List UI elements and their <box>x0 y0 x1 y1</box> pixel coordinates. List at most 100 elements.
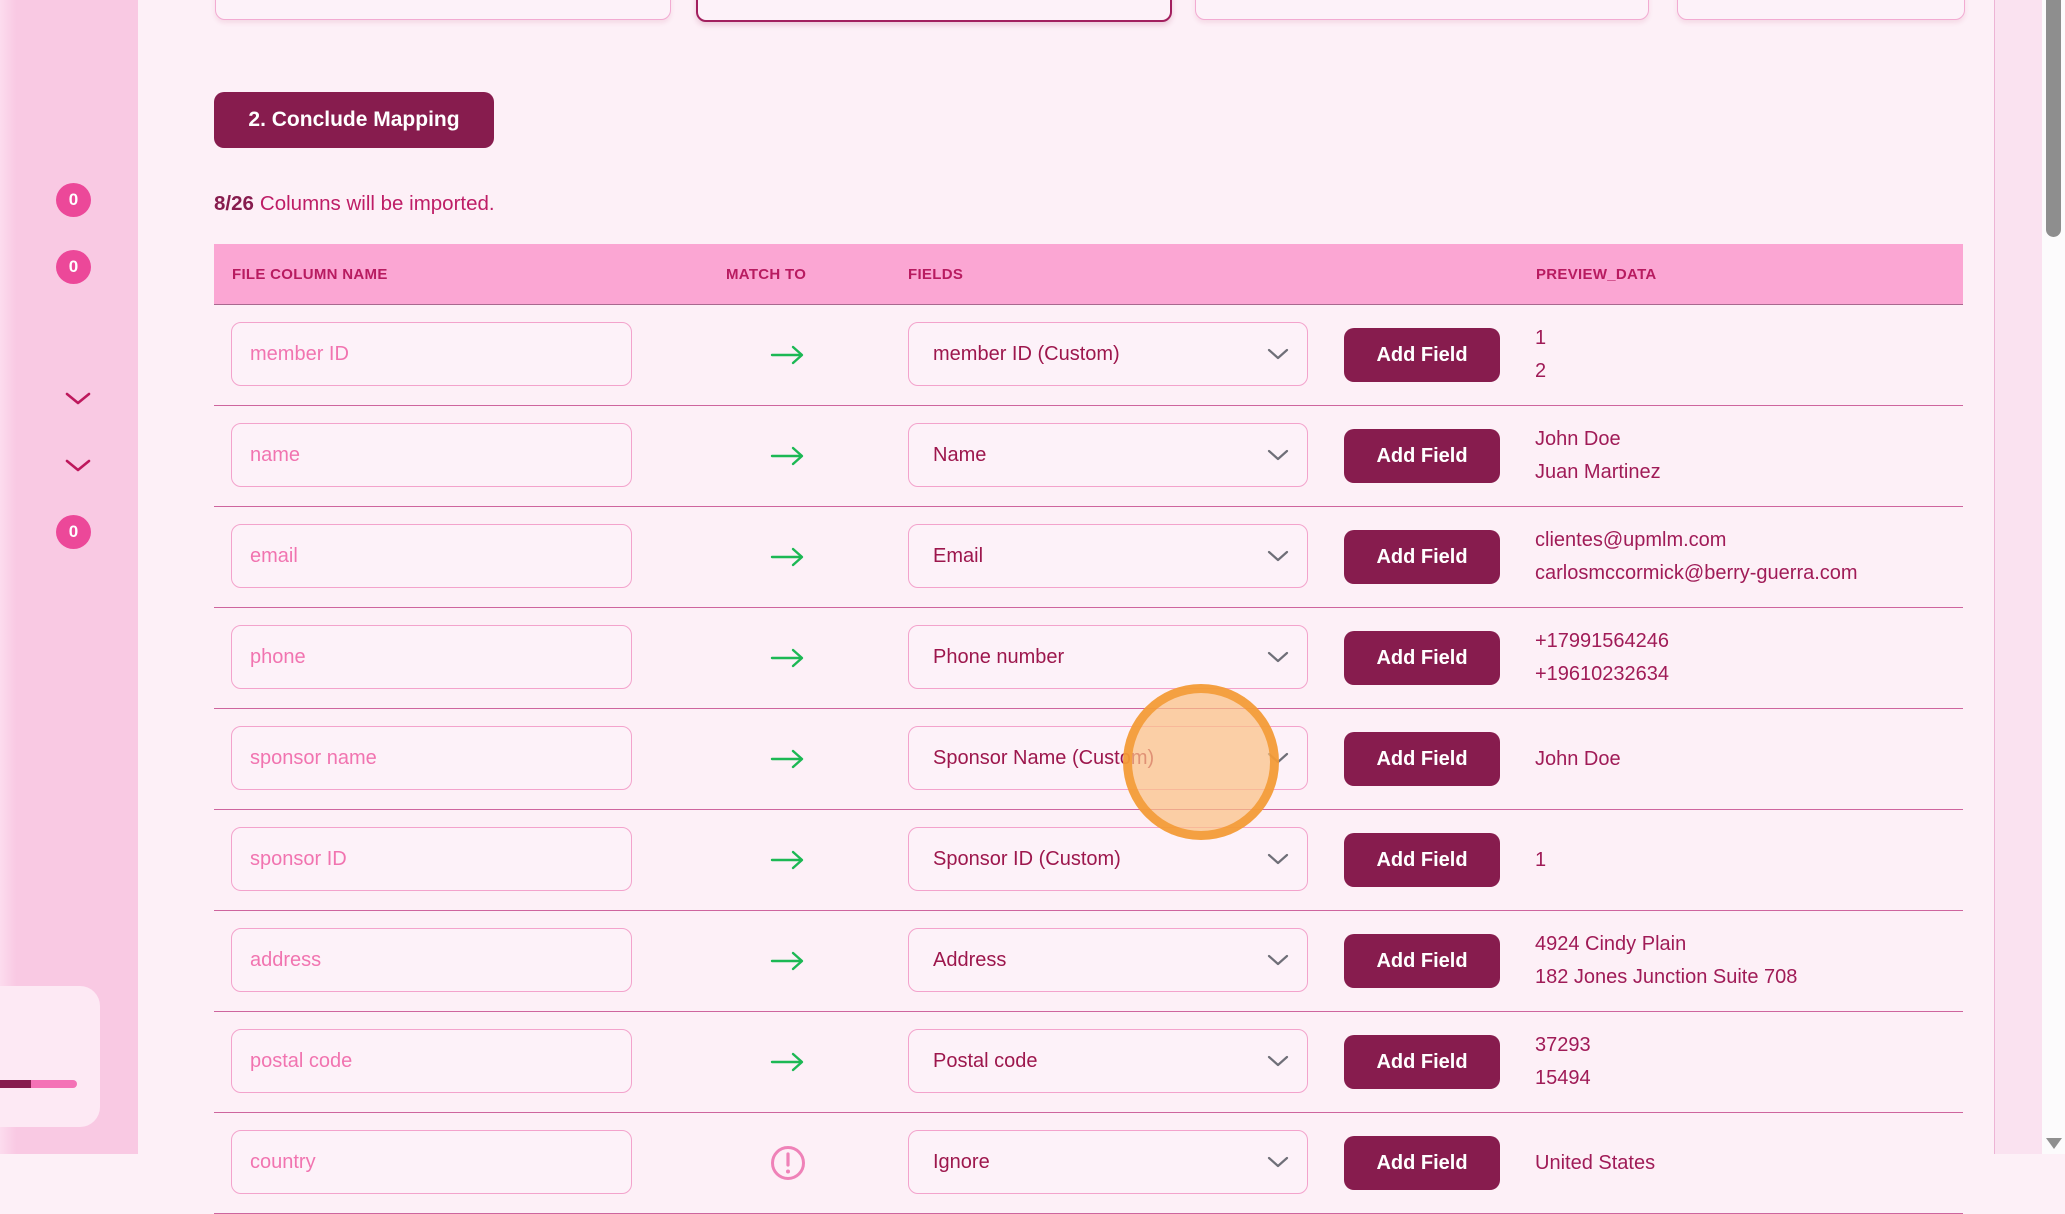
header-fields: FIELDS <box>908 265 964 283</box>
match-arrow-icon <box>770 951 804 971</box>
conclude-mapping-button[interactable]: 2. Conclude Mapping <box>214 92 494 148</box>
file-column-input[interactable] <box>231 726 632 790</box>
preview-line: carlosmccormick@berry-guerra.com <box>1535 562 1858 584</box>
column-card-selected[interactable] <box>696 0 1172 22</box>
file-column-input[interactable] <box>231 322 632 386</box>
preview-data-cell: 37293 15494 <box>1535 1012 1955 1112</box>
field-select-value: Sponsor Name (Custom) <box>933 746 1155 769</box>
preview-line: 4924 Cindy Plain <box>1535 933 1687 955</box>
preview-line: United States <box>1535 1151 1656 1174</box>
table-row: Email Add Field clientes@upmlm.com carlos… <box>214 507 1963 608</box>
match-cell <box>753 507 823 607</box>
import-summary-text: Columns will be imported. <box>259 192 495 215</box>
match-cell <box>753 1012 823 1112</box>
chevron-down-icon <box>1267 1055 1289 1067</box>
chevron-down-icon[interactable] <box>65 392 91 406</box>
add-field-button[interactable]: Add Field <box>1344 631 1500 685</box>
field-select[interactable]: member ID (Custom) <box>908 322 1308 386</box>
header-preview-data: PREVIEW_DATA <box>1536 265 1657 283</box>
add-field-button[interactable]: Add Field <box>1344 1035 1500 1089</box>
add-field-button[interactable]: Add Field <box>1344 833 1500 887</box>
preview-line: +19610232634 <box>1535 663 1670 685</box>
preview-data-cell: John Doe Juan Martinez <box>1535 406 1955 506</box>
preview-line: Juan Martinez <box>1535 461 1661 483</box>
preview-line: +17991564246 <box>1535 630 1670 652</box>
scrollbar-thumb[interactable] <box>2046 0 2061 237</box>
add-field-button[interactable]: Add Field <box>1344 429 1500 483</box>
chevron-down-icon[interactable] <box>65 459 91 473</box>
preview-data-cell: 4924 Cindy Plain 182 Jones Junction Suite… <box>1535 911 1955 1011</box>
match-cell <box>753 911 823 1011</box>
file-column-input[interactable] <box>231 827 632 891</box>
field-select-value: Sponsor ID (Custom) <box>933 847 1121 870</box>
match-cell <box>753 1113 823 1213</box>
header-file-column-name: FILE COLUMN NAME <box>232 265 388 283</box>
field-select-value: Email <box>933 544 984 567</box>
preview-line: John Doe <box>1535 428 1621 450</box>
chevron-down-icon <box>1267 449 1289 461</box>
match-arrow-icon <box>770 850 804 870</box>
field-select[interactable]: Phone number <box>908 625 1308 689</box>
preview-line: 15494 <box>1535 1067 1591 1089</box>
match-arrow-icon <box>770 446 804 466</box>
table-row: Ignore Add Field United States <box>214 1113 1963 1214</box>
table-row: Address Add Field 4924 Cindy Plain 182 Jo… <box>214 911 1963 1012</box>
progress-bar-track <box>31 1080 77 1088</box>
field-select[interactable]: Name <box>908 423 1308 487</box>
match-cell <box>753 608 823 708</box>
table-header: FILE COLUMN NAME MATCH TO FIELDS PREVIEW… <box>214 244 1963 305</box>
field-select[interactable]: Email <box>908 524 1308 588</box>
notification-badge: 0 <box>56 250 91 284</box>
add-field-button[interactable]: Add Field <box>1344 1136 1500 1190</box>
field-select-value: member ID (Custom) <box>933 342 1120 365</box>
column-card[interactable] <box>1195 0 1649 20</box>
preview-data-cell: clientes@upmlm.com carlosmccormick@berry-… <box>1535 507 1955 607</box>
field-select[interactable]: Sponsor ID (Custom) <box>908 827 1308 891</box>
preview-line: clientes@upmlm.com <box>1535 529 1727 551</box>
column-card[interactable] <box>215 0 671 20</box>
file-column-input[interactable] <box>231 1130 632 1194</box>
field-select[interactable]: Ignore <box>908 1130 1308 1194</box>
field-select-value: Postal code <box>933 1049 1038 1072</box>
file-column-input[interactable] <box>231 1029 632 1093</box>
preview-line: 1 <box>1535 327 1547 349</box>
add-field-button[interactable]: Add Field <box>1344 530 1500 584</box>
preview-line: John Doe <box>1535 747 1621 770</box>
progress-bar-filled <box>0 1080 31 1088</box>
add-field-button[interactable]: Add Field <box>1344 934 1500 988</box>
table-row: Name Add Field John Doe Juan Martinez <box>214 406 1963 507</box>
file-column-input[interactable] <box>231 524 632 588</box>
add-field-button[interactable]: Add Field <box>1344 732 1500 786</box>
preview-data-cell: John Doe <box>1535 709 1955 809</box>
import-count: 8/26 <box>214 192 254 215</box>
preview-line: 182 Jones Junction Suite 708 <box>1535 966 1798 988</box>
preview-line: 1 <box>1535 848 1547 871</box>
header-match-to: MATCH TO <box>726 265 807 283</box>
table-row: Sponsor Name (Custom) Add Field John Doe <box>214 709 1963 810</box>
file-column-input[interactable] <box>231 423 632 487</box>
table-row: Postal code Add Field 37293 15494 <box>214 1012 1963 1113</box>
scroll-down-arrow-icon[interactable] <box>2046 1138 2062 1149</box>
warning-icon <box>771 1146 805 1180</box>
table-row: Sponsor ID (Custom) Add Field 1 <box>214 810 1963 911</box>
file-column-input[interactable] <box>231 625 632 689</box>
preview-line: 2 <box>1535 360 1547 382</box>
notification-badge: 0 <box>56 515 91 549</box>
chevron-down-icon <box>1267 954 1289 966</box>
column-card[interactable] <box>1677 0 1965 20</box>
notification-badge: 0 <box>56 183 91 217</box>
preview-line: 37293 <box>1535 1034 1591 1056</box>
field-select-value: Phone number <box>933 645 1065 668</box>
content-right-gutter <box>1994 0 2043 1154</box>
table-row: Phone number Add Field +17991564246 +1961… <box>214 608 1963 709</box>
chevron-down-icon <box>1267 550 1289 562</box>
match-arrow-icon <box>770 345 804 365</box>
field-select[interactable]: Postal code <box>908 1029 1308 1093</box>
sidebar: 0 0 0 <box>0 0 138 1154</box>
preview-data-cell: +17991564246 +19610232634 <box>1535 608 1955 708</box>
add-field-button[interactable]: Add Field <box>1344 328 1500 382</box>
file-column-input[interactable] <box>231 928 632 992</box>
field-select[interactable]: Address <box>908 928 1308 992</box>
vertical-scrollbar[interactable] <box>2042 0 2065 1154</box>
mapping-table: FILE COLUMN NAME MATCH TO FIELDS PREVIEW… <box>214 244 1963 1214</box>
